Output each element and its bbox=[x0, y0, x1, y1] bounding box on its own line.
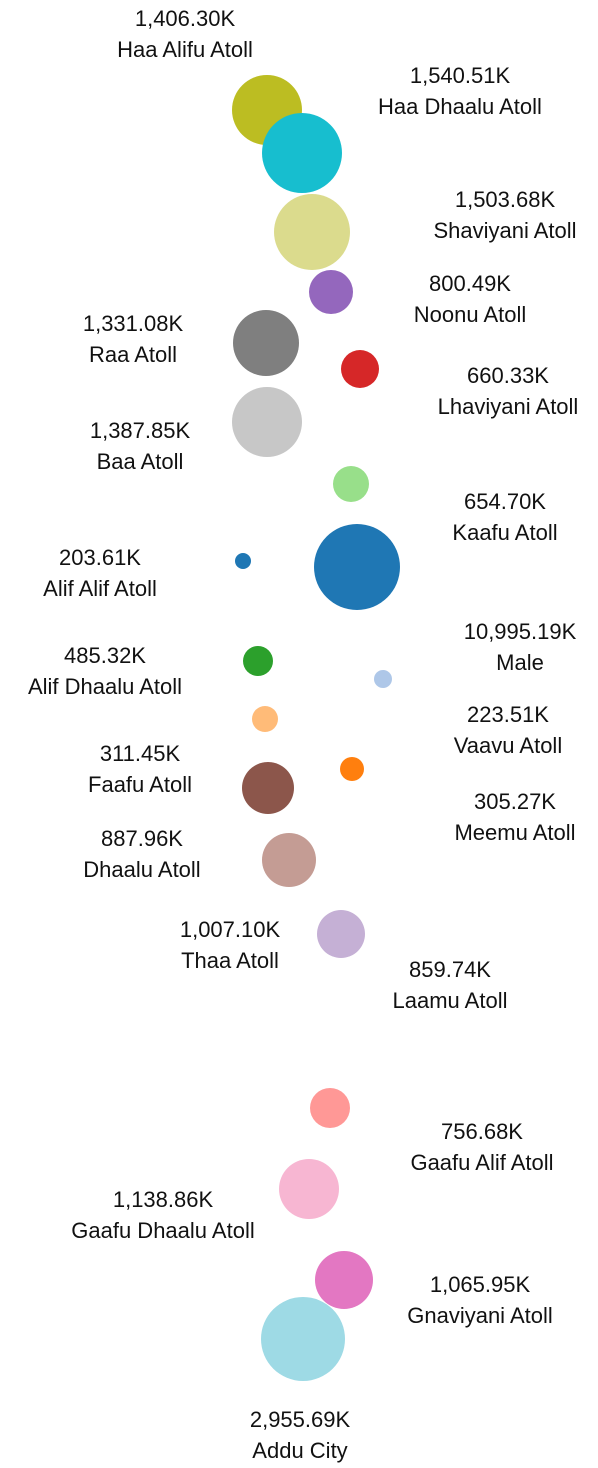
region-label: Gaafu Dhaalu Atoll bbox=[71, 1218, 254, 1243]
value-label: 1,540.51K bbox=[410, 63, 511, 88]
region-label: Shaviyani Atoll bbox=[433, 218, 576, 243]
value-label: 2,955.69K bbox=[250, 1407, 351, 1432]
region-label: Alif Alif Atoll bbox=[43, 576, 157, 601]
bubble bbox=[235, 553, 251, 569]
region-label: Haa Alifu Atoll bbox=[117, 37, 253, 62]
bubble bbox=[340, 757, 364, 781]
region-label: Gaafu Alif Atoll bbox=[410, 1150, 553, 1175]
value-label: 800.49K bbox=[429, 271, 511, 296]
region-label: Dhaalu Atoll bbox=[83, 857, 200, 882]
bubble bbox=[317, 910, 365, 958]
value-label: 654.70K bbox=[464, 489, 546, 514]
bubble bbox=[310, 1088, 350, 1128]
bubble bbox=[233, 310, 299, 376]
region-label: Kaafu Atoll bbox=[452, 520, 557, 545]
value-label: 10,995.19K bbox=[464, 619, 577, 644]
bubble bbox=[261, 1297, 345, 1381]
value-label: 1,331.08K bbox=[83, 311, 184, 336]
value-label: 1,007.10K bbox=[180, 917, 281, 942]
bubble bbox=[279, 1159, 339, 1219]
value-label: 1,387.85K bbox=[90, 418, 191, 443]
value-label: 756.68K bbox=[441, 1119, 523, 1144]
region-label: Noonu Atoll bbox=[414, 302, 527, 327]
bubble bbox=[314, 524, 400, 610]
bubble bbox=[374, 670, 392, 688]
value-label: 1,406.30K bbox=[135, 6, 236, 31]
bubble bbox=[262, 833, 316, 887]
bubble bbox=[243, 646, 273, 676]
region-label: Faafu Atoll bbox=[88, 772, 192, 797]
bubble bbox=[333, 466, 369, 502]
bubble bbox=[262, 113, 342, 193]
region-label: Raa Atoll bbox=[89, 342, 177, 367]
region-label: Haa Dhaalu Atoll bbox=[378, 94, 542, 119]
value-label: 660.33K bbox=[467, 363, 549, 388]
region-label: Gnaviyani Atoll bbox=[407, 1303, 553, 1328]
bubble bbox=[274, 194, 350, 270]
region-label: Meemu Atoll bbox=[454, 820, 575, 845]
value-label: 485.32K bbox=[64, 643, 146, 668]
region-label: Alif Dhaalu Atoll bbox=[28, 674, 182, 699]
value-label: 203.61K bbox=[59, 545, 141, 570]
value-label: 887.96K bbox=[101, 826, 183, 851]
value-label: 223.51K bbox=[467, 702, 549, 727]
bubble bbox=[252, 706, 278, 732]
region-label: Vaavu Atoll bbox=[454, 733, 562, 758]
region-label: Male bbox=[496, 650, 544, 675]
value-label: 859.74K bbox=[409, 957, 491, 982]
value-label: 305.27K bbox=[474, 789, 556, 814]
region-label: Lhaviyani Atoll bbox=[438, 394, 579, 419]
region-label: Baa Atoll bbox=[97, 449, 184, 474]
value-label: 1,138.86K bbox=[113, 1187, 214, 1212]
value-label: 311.45K bbox=[100, 741, 181, 766]
bubble bbox=[309, 270, 353, 314]
bubble bbox=[242, 762, 294, 814]
bubble bbox=[232, 387, 302, 457]
region-label: Thaa Atoll bbox=[181, 948, 279, 973]
value-label: 1,503.68K bbox=[455, 187, 556, 212]
bubble bbox=[341, 350, 379, 388]
value-label: 1,065.95K bbox=[430, 1272, 531, 1297]
bubble bbox=[315, 1251, 373, 1309]
region-label: Laamu Atoll bbox=[393, 988, 508, 1013]
region-label: Addu City bbox=[252, 1438, 347, 1463]
